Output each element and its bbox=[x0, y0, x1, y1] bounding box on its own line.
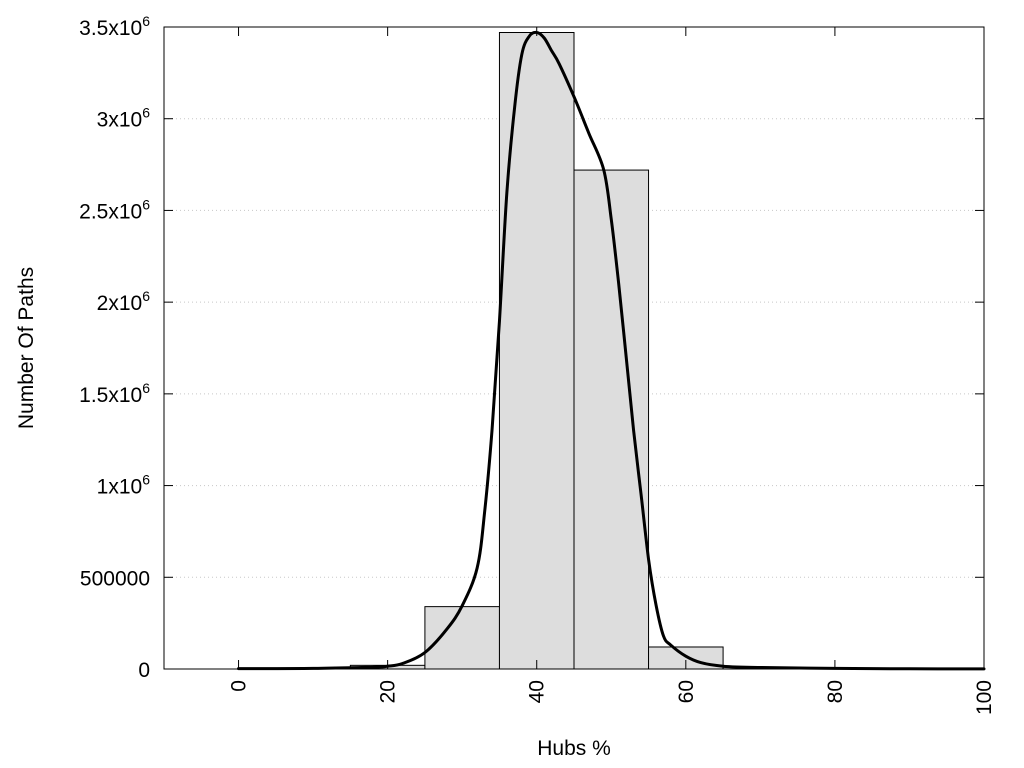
x-axis-label: Hubs % bbox=[537, 737, 611, 760]
y-tick-label: 1x106 bbox=[97, 472, 151, 499]
x-tick-label: 20 bbox=[377, 680, 400, 703]
y-tick-label: 0 bbox=[138, 659, 150, 682]
x-tick-label: 80 bbox=[824, 680, 847, 703]
histogram-bar bbox=[573, 169, 650, 670]
y-tick-label: 3x106 bbox=[97, 105, 151, 132]
y-axis-label: Number Of Paths bbox=[15, 267, 38, 429]
grid-lines bbox=[164, 118, 984, 578]
x-tick-label: 100 bbox=[973, 680, 996, 715]
plot-frame bbox=[163, 26, 985, 670]
histogram-bar bbox=[498, 32, 575, 670]
x-tick-label: 40 bbox=[526, 680, 549, 703]
y-tick-label: 500000 bbox=[80, 567, 150, 590]
x-tick-label: 0 bbox=[228, 680, 251, 692]
y-tick-label: 3.5x106 bbox=[79, 13, 150, 40]
y-tick-label: 2.5x106 bbox=[79, 196, 150, 223]
axis-ticks: 0 20 40 60 80 100 0 500000 1x106 1.5x106 2x106 2.5x… bbox=[79, 13, 996, 715]
y-tick-label: 1.5x106 bbox=[79, 380, 150, 407]
histogram-bars bbox=[349, 32, 799, 670]
histogram-bar bbox=[424, 606, 500, 670]
y-tick-label: 2x106 bbox=[97, 288, 151, 315]
density-curve-layer bbox=[237, 30, 986, 671]
x-tick-label: 60 bbox=[675, 680, 698, 703]
density-curve bbox=[237, 30, 986, 671]
